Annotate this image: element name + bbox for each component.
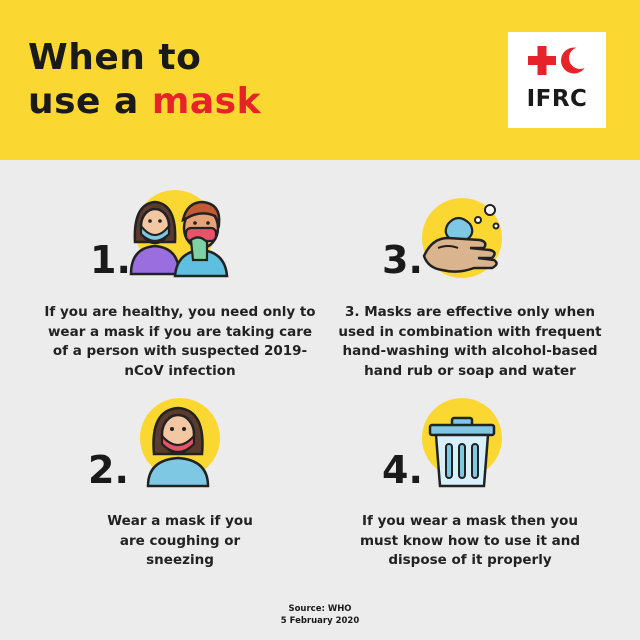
header-banner: When to use a mask IFRC	[0, 0, 640, 160]
item-4-number: 4.	[382, 448, 423, 492]
item-3-text: 3. Masks are effective only when used in…	[338, 304, 602, 379]
title-line-2: use a mask	[28, 80, 261, 124]
ifrc-logo: IFRC	[508, 32, 606, 128]
source-line-1: Source: WHO	[288, 604, 352, 614]
item-1-number: 1.	[90, 238, 131, 282]
two-people-masked-icon	[129, 190, 229, 278]
person-masked-icon	[140, 398, 220, 488]
item-4-text: If you wear a mask then you must know ho…	[359, 513, 581, 568]
source-note: Source: WHO 5 February 2020	[220, 603, 420, 627]
source-line-2: 5 February 2020	[280, 616, 360, 626]
item-3-number: 3.	[382, 238, 423, 282]
item-1-text: If you are healthy, you need only to wea…	[44, 304, 316, 379]
title-prefix: use a	[28, 81, 152, 122]
logo-text: IFRC	[526, 86, 588, 112]
title-line-1: When to	[28, 37, 202, 78]
hand-washing-icon	[422, 198, 502, 278]
title-accent: mask	[151, 81, 262, 122]
trash-bin-icon	[422, 398, 502, 488]
item-2-text: Wear a mask if you are coughing or sneez…	[107, 513, 253, 568]
item-2-number: 2.	[88, 448, 129, 492]
red-cross-red-crescent-icon	[528, 46, 591, 75]
page-title: When to use a mask	[28, 36, 261, 124]
